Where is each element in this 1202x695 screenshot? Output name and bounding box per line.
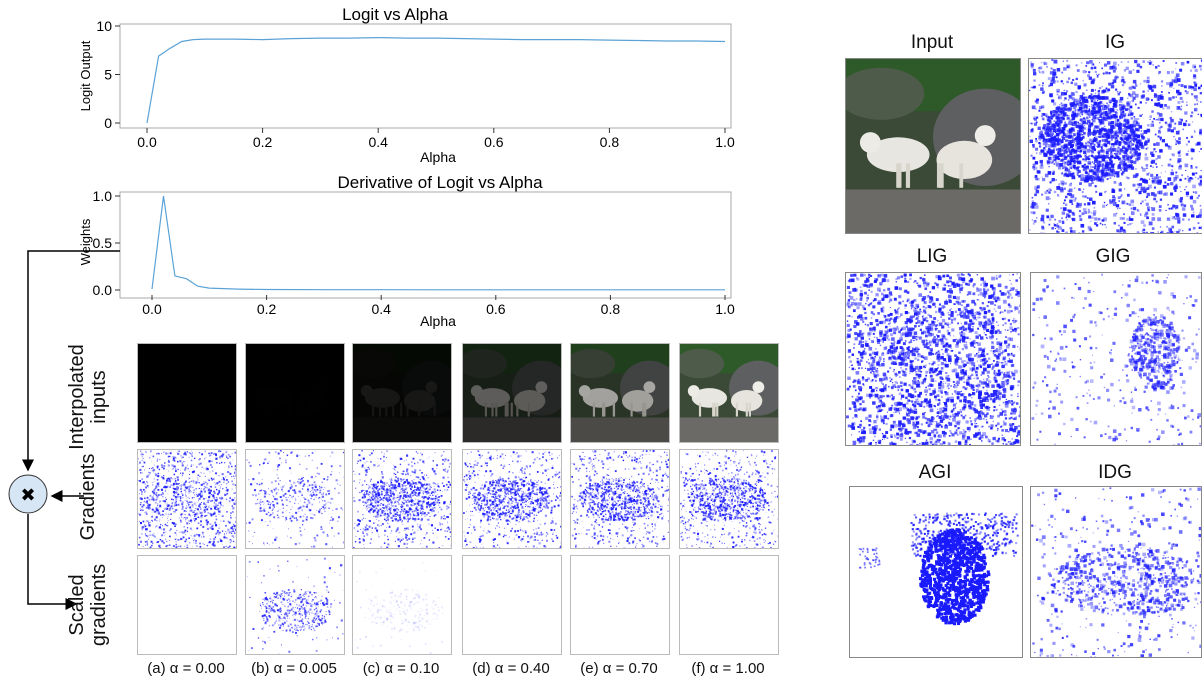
x-tick-label: 1.0: [715, 301, 735, 317]
interpolated-input: [679, 343, 779, 443]
gradient-map: [245, 449, 345, 549]
logit-series-line: [147, 38, 725, 123]
logit-chart: Logit vs Alpha Logit Output 0 5 10 0.0 0.2 0…: [70, 2, 770, 172]
derivative-chart-title: Derivative of Logit vs Alpha: [337, 173, 543, 192]
multiply-icon: ✖: [20, 485, 35, 505]
agi-map: [849, 486, 1023, 658]
x-tick-label: 0.2: [257, 301, 277, 317]
map-title: AGI: [849, 462, 1021, 484]
derivative-chart: Derivative of Logit vs Alpha Weights 0.0…: [70, 170, 770, 330]
map-title: LIG: [845, 246, 1019, 268]
interpolated-input: [137, 343, 237, 443]
x-tick-label: 1.0: [715, 134, 735, 150]
derivative-chart-frame: [120, 192, 731, 298]
column-caption: (d) α = 0.40: [456, 660, 566, 677]
y-tick-label: 0: [104, 115, 112, 131]
gradient-map: [137, 449, 237, 549]
scaled-gradient-map: [570, 555, 670, 655]
x-tick-label: 0.8: [601, 301, 621, 317]
column-caption: (e) α = 0.70: [564, 660, 674, 677]
scaled-gradient-map: [245, 555, 345, 655]
y-tick-label: 10: [96, 18, 112, 34]
logit-chart-title: Logit vs Alpha: [342, 5, 448, 24]
map-title: IDG: [1030, 462, 1200, 484]
map-title: Input: [845, 32, 1019, 54]
scaled-gradient-map: [462, 555, 562, 655]
x-tick-label: 0.4: [368, 134, 388, 150]
row-label-line: Scaled: [66, 574, 88, 635]
scaled-gradient-map: [137, 555, 237, 655]
column-caption: (b) α = 0.005: [239, 660, 349, 677]
gradient-map: [462, 449, 562, 549]
gradient-map: [570, 449, 670, 549]
x-tick-label: 0.4: [371, 301, 391, 317]
y-tick-label: 5: [104, 67, 112, 83]
y-tick-label: 1.0: [93, 188, 113, 204]
interpolated-input: [352, 343, 452, 443]
x-tick-label: 0.2: [253, 134, 273, 150]
logit-chart-xlabel: Alpha: [420, 149, 456, 165]
column-caption: (a) α = 0.00: [131, 660, 241, 677]
map-title: GIG: [1028, 246, 1198, 268]
derivative-chart-xlabel: Alpha: [420, 313, 456, 329]
x-tick-label: 0.0: [142, 301, 162, 317]
derivative-series-line: [152, 196, 725, 290]
column-caption: (f) α = 1.00: [673, 660, 783, 677]
logit-chart-ylabel: Logit Output: [78, 40, 93, 111]
gradient-map: [352, 449, 452, 549]
x-tick-label: 0.8: [600, 134, 620, 150]
interpolated-input: [570, 343, 670, 443]
x-tick-label: 0.0: [137, 134, 157, 150]
x-tick-label: 0.6: [486, 301, 506, 317]
row-label-line: gradients: [88, 564, 110, 646]
input-image: [845, 58, 1021, 234]
gradient-map: [679, 449, 779, 549]
scaled-gradient-map: [352, 555, 452, 655]
lig-map: [845, 272, 1021, 446]
x-tick-label: 0.6: [484, 134, 504, 150]
interpolated-input: [245, 343, 345, 443]
gig-map: [1030, 272, 1202, 446]
column-caption: (c) α = 0.10: [346, 660, 456, 677]
idg-map: [1030, 486, 1202, 658]
scaled-gradient-map: [679, 555, 779, 655]
interpolated-input: [462, 343, 562, 443]
ig-map: [1028, 58, 1202, 234]
map-title: IG: [1028, 32, 1202, 54]
